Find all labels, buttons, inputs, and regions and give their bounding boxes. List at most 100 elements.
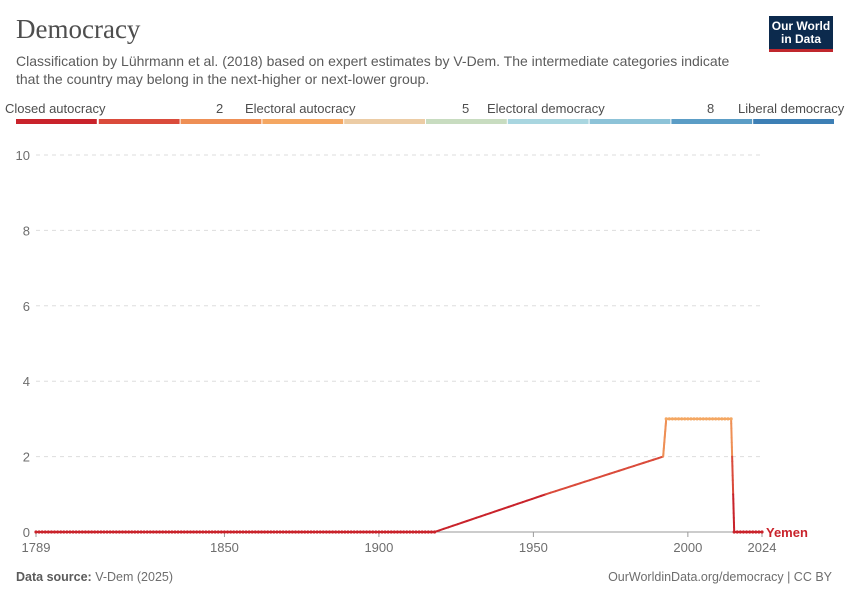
data-point: [707, 417, 712, 421]
data-point: [355, 530, 359, 534]
legend-swatch-3: [262, 119, 344, 124]
legend-label-electoral-democracy[interactable]: Electoral democracy: [487, 101, 605, 116]
data-source-value[interactable]: V-Dem (2025): [95, 570, 174, 584]
data-point: [164, 530, 168, 534]
credit-link[interactable]: OurWorldinData.org/democracy | CC BY: [608, 570, 832, 584]
data-point: [720, 417, 724, 421]
data-point: [287, 530, 291, 534]
data-point: [99, 530, 103, 534]
data-point: [148, 530, 152, 534]
data-point: [368, 530, 372, 534]
data-point: [90, 530, 94, 534]
legend-swatch-1: [98, 119, 180, 124]
logo-line-1: Our World: [771, 19, 831, 33]
legend-labels: Closed autocracy 2 Electoral autocracy 5…: [0, 101, 850, 117]
x-tick-label-2000: 2000: [673, 540, 702, 555]
legend-label-electoral-autocracy[interactable]: Electoral autocracy: [245, 101, 356, 116]
data-point: [266, 530, 270, 534]
data-point: [701, 417, 705, 421]
data-point: [259, 530, 264, 534]
data-point: [117, 530, 122, 534]
chart-title: Democracy: [16, 14, 141, 44]
data-source: Data source: V-Dem (2025): [16, 570, 173, 584]
data-point: [65, 530, 69, 534]
data-point: [46, 530, 50, 534]
x-axis-ticks: 1789 1850 1900 1950 2000 2024: [22, 532, 777, 555]
data-point: [127, 530, 131, 534]
data-point: [229, 530, 233, 534]
data-point: [754, 530, 758, 534]
data-point: [96, 530, 100, 534]
data-point: [392, 530, 396, 534]
data-point: [68, 530, 72, 534]
x-tick-label-1789: 1789: [22, 540, 51, 555]
data-point: [408, 530, 412, 534]
x-tick-label-1900: 1900: [364, 540, 393, 555]
data-point: [686, 417, 690, 421]
legend-label-2[interactable]: 2: [216, 101, 224, 116]
data-point: [167, 530, 171, 534]
data-point: [383, 530, 387, 534]
data-point: [256, 530, 261, 534]
data-point: [346, 530, 350, 534]
data-point: [377, 530, 381, 534]
data-point: [423, 530, 427, 534]
chart-subtitle: Classification by Lührmann et al. (2018)…: [16, 53, 730, 87]
legend-label-5[interactable]: 5: [462, 101, 470, 116]
data-point: [176, 530, 180, 534]
owid-logo[interactable]: Our World in Data: [769, 16, 833, 52]
data-point: [34, 530, 38, 534]
data-point: [349, 530, 353, 534]
data-point: [318, 530, 322, 534]
legend-label-8[interactable]: 8: [707, 101, 715, 116]
data-point: [49, 530, 54, 534]
data-point: [133, 530, 137, 534]
data-point: [748, 530, 752, 534]
legend-label-closed-autocracy[interactable]: Closed autocracy: [5, 101, 106, 116]
data-point: [250, 530, 254, 534]
data-point: [198, 530, 202, 534]
data-point: [114, 530, 118, 534]
data-point: [664, 417, 668, 421]
data-point: [111, 530, 115, 534]
data-point: [361, 530, 366, 534]
data-point: [253, 530, 257, 534]
data-point: [337, 530, 341, 534]
data-point: [420, 530, 424, 534]
data-point: [717, 417, 721, 421]
data-point: [698, 417, 702, 421]
x-tick-label-2024: 2024: [748, 540, 777, 555]
legend-color-bar: [16, 119, 834, 124]
data-point: [108, 530, 112, 534]
data-point: [405, 530, 409, 534]
data-point: [62, 530, 66, 534]
data-point: [173, 530, 177, 534]
legend-swatch-8: [671, 119, 753, 124]
data-point: [290, 530, 295, 534]
legend-label-liberal-democracy[interactable]: Liberal democracy: [738, 101, 845, 116]
data-point: [667, 417, 671, 421]
data-point: [191, 530, 196, 534]
data-point: [744, 530, 749, 534]
y-tick-label-0: 0: [23, 525, 30, 540]
data-point: [77, 530, 81, 534]
data-point: [52, 530, 57, 534]
data-point: [429, 530, 434, 534]
data-point: [195, 530, 199, 534]
legend-swatch-0: [16, 119, 97, 124]
data-point: [142, 530, 146, 534]
data-point: [185, 530, 189, 534]
data-point: [309, 530, 313, 534]
data-point: [358, 530, 362, 534]
data-point: [380, 530, 384, 534]
data-point: [374, 530, 378, 534]
data-point: [157, 530, 162, 534]
data-point: [86, 530, 91, 534]
data-point: [398, 530, 403, 534]
gridlines: [36, 154, 762, 533]
y-tick-label-4: 4: [23, 374, 30, 389]
data-point: [334, 530, 338, 534]
data-point: [182, 530, 186, 534]
data-point: [238, 530, 242, 534]
